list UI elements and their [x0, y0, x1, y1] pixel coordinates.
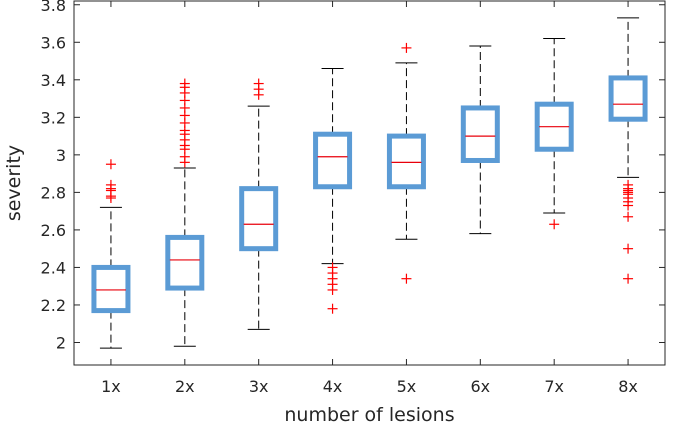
x-tick-label: 7x [544, 377, 564, 396]
y-tick-label: 2.4 [41, 258, 66, 277]
y-tick-label: 2 [56, 333, 66, 352]
y-axis: 2 2.2 2.4 2.6 2.8 3 3.2 3.4 3.6 3.8 [41, 0, 665, 352]
x-tick-label: 8x [618, 377, 638, 396]
plot-area [73, 0, 666, 366]
x-tick-label: 2x [175, 377, 195, 396]
box-marks [91, 17, 648, 349]
box-group-4x [313, 68, 353, 314]
iqr-box [386, 133, 426, 190]
box-group-5x [386, 42, 426, 284]
iqr-box [91, 264, 131, 314]
outlier-point [623, 243, 634, 254]
outlier-point [549, 219, 560, 230]
x-tick-label: 1x [101, 377, 121, 396]
y-tick-label: 3.6 [41, 33, 66, 52]
box-group-7x [534, 38, 574, 230]
outlier-point [623, 211, 634, 222]
y-tick-label: 3.2 [41, 108, 66, 127]
iqr-box [460, 105, 500, 163]
outlier-point [401, 273, 412, 284]
y-tick-label: 2.6 [41, 221, 66, 240]
box-group-3x [239, 78, 279, 330]
x-tick-label: 4x [323, 377, 343, 396]
y-axis-label: severity [3, 145, 25, 221]
iqr-box [165, 234, 205, 291]
y-tick-label: 3.4 [41, 71, 66, 90]
outlier-point [253, 89, 264, 100]
outlier-point [105, 193, 116, 204]
box-group-8x [608, 17, 648, 284]
iqr-box [239, 186, 279, 252]
y-tick-label: 2.2 [41, 296, 66, 315]
outlier-point [179, 157, 190, 168]
iqr-box [608, 75, 648, 122]
outlier-point [327, 284, 338, 295]
outlier-point [401, 42, 412, 53]
box-group-2x [165, 78, 205, 347]
box-group-6x [460, 45, 500, 235]
y-tick-label: 3.8 [41, 0, 66, 15]
y-tick-label: 3 [56, 146, 66, 165]
x-tick-label: 5x [397, 377, 417, 396]
outlier-point [105, 159, 116, 170]
x-tick-label: 3x [249, 377, 269, 396]
x-axis-label: number of lesions [284, 404, 454, 426]
y-tick-label: 2.8 [41, 183, 66, 202]
outlier-point [327, 303, 338, 314]
x-tick-label: 6x [470, 377, 490, 396]
x-axis: 1x 2x 3x 4x 5x 6x 7x 8x [101, 1, 638, 396]
iqr-box [313, 131, 353, 190]
outlier-point [623, 273, 634, 284]
box-group-1x [91, 159, 131, 349]
outlier-point [623, 200, 634, 211]
